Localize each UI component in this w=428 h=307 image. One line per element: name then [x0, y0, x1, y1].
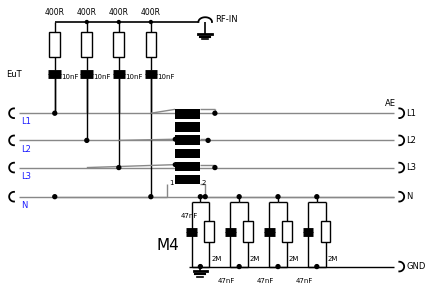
Circle shape [173, 138, 177, 141]
Bar [49, 32, 60, 57]
Circle shape [53, 111, 56, 115]
Text: 10nF: 10nF [158, 74, 175, 80]
Bar [204, 221, 214, 242]
Circle shape [315, 195, 319, 199]
Circle shape [213, 166, 217, 169]
Text: N: N [21, 201, 27, 210]
Circle shape [276, 265, 280, 269]
Circle shape [85, 138, 89, 142]
Text: 1: 1 [169, 180, 174, 186]
Text: 47nF: 47nF [295, 278, 313, 284]
Bar [175, 122, 200, 132]
Text: 400R: 400R [109, 8, 129, 17]
Text: L1: L1 [406, 109, 416, 118]
Circle shape [199, 195, 202, 199]
Text: 400R: 400R [45, 8, 65, 17]
Circle shape [53, 195, 56, 199]
Text: RF-IN: RF-IN [215, 14, 238, 24]
Text: 400R: 400R [77, 8, 97, 17]
Circle shape [117, 21, 120, 23]
Circle shape [149, 21, 152, 23]
Circle shape [203, 195, 207, 199]
Text: N: N [406, 192, 413, 201]
Text: 10nF: 10nF [125, 74, 143, 80]
Bar [113, 32, 124, 57]
Text: L3: L3 [406, 163, 416, 172]
Text: L2: L2 [21, 145, 31, 154]
Text: M4: M4 [157, 238, 179, 253]
Bar [175, 109, 200, 119]
Text: EuT: EuT [6, 70, 22, 79]
Bar [175, 149, 200, 158]
Text: 400R: 400R [141, 8, 161, 17]
Bar [282, 221, 291, 242]
Bar [175, 135, 200, 145]
Text: 2M: 2M [211, 256, 221, 262]
Text: 47nF: 47nF [257, 278, 274, 284]
Bar [146, 32, 156, 57]
Circle shape [315, 265, 319, 269]
Text: L3: L3 [21, 172, 31, 181]
Circle shape [149, 195, 153, 199]
Circle shape [173, 163, 177, 166]
Text: 2M: 2M [327, 256, 338, 262]
Text: 2: 2 [201, 180, 206, 186]
Circle shape [117, 166, 121, 169]
Text: L2: L2 [406, 136, 416, 145]
Text: 10nF: 10nF [62, 74, 79, 80]
Text: GND: GND [406, 262, 425, 271]
Circle shape [237, 195, 241, 199]
Bar [175, 162, 200, 171]
Circle shape [199, 265, 202, 269]
Text: AE: AE [385, 99, 396, 108]
Text: 2M: 2M [250, 256, 260, 262]
Circle shape [237, 265, 241, 269]
Circle shape [206, 138, 210, 142]
Text: 2M: 2M [288, 256, 299, 262]
Circle shape [213, 111, 217, 115]
Text: 10nF: 10nF [94, 74, 111, 80]
Circle shape [85, 21, 88, 23]
Bar [175, 175, 200, 184]
Bar [321, 221, 330, 242]
Circle shape [276, 195, 280, 199]
Text: 47nF: 47nF [218, 278, 235, 284]
Bar [81, 32, 92, 57]
Text: L1: L1 [21, 118, 31, 126]
Bar [243, 221, 253, 242]
Text: 47nF: 47nF [181, 213, 198, 219]
